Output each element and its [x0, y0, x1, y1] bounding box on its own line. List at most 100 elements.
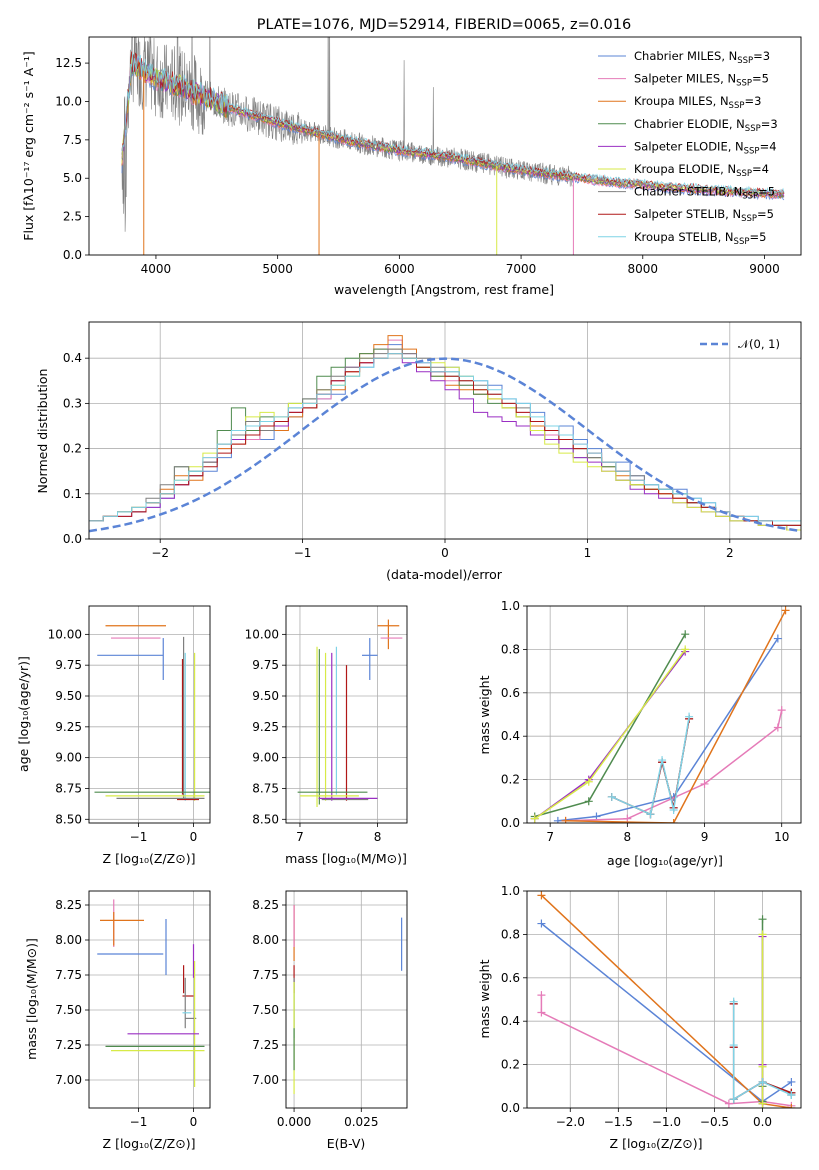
z-mass-xtick-label: 0 — [190, 1115, 198, 1129]
spectrum-ytick-label: 0.0 — [63, 248, 82, 262]
z-weight-ytick-label: 0.2 — [501, 1058, 520, 1072]
z-weight-xtick-label: −1.0 — [652, 1115, 681, 1129]
z-weight-panel: −2.0 −1.5 −1.0 −0.5 0.0 0.0 0.2 0.4 0.6 0.8 1.0 Z … — [477, 884, 802, 1151]
age-weight-panel: 7 8 9 10 0.0 0.2 0.4 0.6 0.8 1.0 age [log₁₀(age/y… — [477, 599, 802, 868]
age-weight-xlabel: age [log₁₀(age/yr)] — [607, 853, 723, 868]
legend-value: =3 — [761, 117, 778, 131]
spectrum-frame — [88, 36, 802, 256]
age-weight-marker — [781, 606, 790, 615]
spectrum-xtick-label: 9000 — [749, 262, 780, 276]
legend-value: =5 — [757, 207, 774, 221]
z-age-xlabel: Z [log₁₀(Z/Z⊙)] — [103, 851, 196, 866]
mass-age-xtick-label: 7 — [296, 830, 304, 844]
legend-subscript: SSP — [741, 214, 757, 224]
age-weight-xtick-label: 8 — [624, 830, 632, 844]
z-mass-ytick-label: 7.75 — [55, 968, 82, 982]
mass-age-panel: 7 8 8.50 8.75 9.00 9.25 9.50 9.75 10.00 mass [lo… — [245, 605, 408, 866]
z-mass-ytick-label: 7.00 — [55, 1073, 82, 1087]
ebv-mass-panel: 0.000 0.025 7.00 7.25 7.50 7.75 8.00 8.25 E(B-V… — [252, 890, 408, 1151]
z-weight-marker — [537, 991, 546, 1000]
age-weight-ytick-label: 0.8 — [501, 642, 520, 656]
ebv-mass-ytick-label: 8.25 — [252, 898, 279, 912]
legend-label-salpeter-miles: Salpeter MILES, NSSP=5 — [634, 72, 769, 89]
age-weight-marker — [777, 706, 786, 715]
ebv-mass-ytick-label: 7.00 — [252, 1073, 279, 1087]
age-weight-marker — [646, 810, 655, 819]
z-weight-ytick-label: 0.4 — [501, 1014, 520, 1028]
legend-label-chabrier-stelib: Chabrier STELIB, NSSP=5 — [634, 185, 775, 202]
mass-age-content — [297, 619, 403, 807]
z-mass-ytick-label: 8.25 — [55, 898, 82, 912]
residual-ytick-label: 0.3 — [63, 396, 82, 410]
residual-frame — [88, 321, 802, 540]
z-age-panel: −1 0 8.50 8.75 9.00 9.25 9.50 9.75 10.00 Z [log₁… — [16, 605, 211, 866]
z-mass-xtick-label: −1 — [130, 1115, 148, 1129]
z-mass-ytick-label: 7.25 — [55, 1038, 82, 1052]
z-mass-plot-area: −1 0 7.00 7.25 7.50 7.75 8.00 8.25 — [55, 890, 211, 1129]
legend-label-salpeter-stelib: Salpeter STELIB, NSSP=5 — [634, 207, 774, 224]
z-mass-frame — [88, 890, 211, 1109]
z-weight-ylabel: mass weight — [477, 959, 492, 1038]
ebv-mass-ytick-label: 7.75 — [252, 968, 279, 982]
z-weight-xtick-label: −1.5 — [604, 1115, 633, 1129]
z-weight-marker — [729, 1041, 738, 1050]
normal-legend-label: 𝒩(0, 1) — [738, 337, 780, 351]
age-weight-ytick-label: 1.0 — [501, 599, 520, 613]
legend-value: =5 — [752, 72, 769, 86]
legend-value: =5 — [749, 230, 766, 244]
mass-age-frame — [285, 605, 408, 824]
legend-value: =3 — [753, 49, 770, 63]
legend-label-kroupa-stelib: Kroupa STELIB, NSSP=5 — [634, 230, 766, 247]
legend-label-chabrier-elodie: Chabrier ELODIE, NSSP=3 — [634, 117, 778, 134]
age-weight-marker — [685, 712, 694, 721]
spectrum-panel: 4000 5000 6000 7000 8000 9000 0.0 2.5 5.0 7.5 10.0… — [21, 17, 802, 297]
residual-ytick-label: 0.4 — [63, 351, 82, 365]
spectrum-xtick-label: 7000 — [506, 262, 537, 276]
z-age-ytick-label: 8.75 — [55, 781, 82, 795]
age-weight-line-kroupa-miles — [565, 609, 787, 823]
z-mass-content — [97, 899, 205, 1087]
spectrum-legend: Chabrier MILES, NSSP=3 Salpeter MILES, NS… — [598, 49, 778, 247]
z-mass-ylabel: mass [log₁₀(M/M⊙)] — [24, 938, 39, 1060]
age-weight-marker — [773, 723, 782, 732]
residual-legend: 𝒩(0, 1) — [700, 337, 780, 351]
z-weight-ytick-label: 0.8 — [501, 927, 520, 941]
z-weight-frame — [526, 890, 802, 1109]
spectrum-ytick-label: 2.5 — [63, 210, 82, 224]
z-age-content — [94, 625, 210, 801]
age-weight-content — [530, 606, 790, 823]
ebv-mass-xtick-label: 0.025 — [344, 1115, 378, 1129]
ebv-mass-xlabel: E(B-V) — [327, 1136, 366, 1151]
age-weight-marker — [553, 816, 562, 823]
ebv-mass-ytick-label: 7.50 — [252, 1003, 279, 1017]
z-mass-grid — [89, 891, 210, 1108]
age-weight-marker — [607, 792, 616, 801]
z-weight-marker — [537, 891, 546, 900]
z-weight-xtick-label: −2.0 — [556, 1115, 585, 1129]
age-weight-marker — [669, 819, 678, 823]
legend-subscript: SSP — [742, 192, 758, 202]
z-age-frame — [88, 605, 211, 824]
mass-age-plot-area: 7 8 8.50 8.75 9.00 9.25 9.50 9.75 10.00 — [245, 605, 408, 844]
legend-subscript: SSP — [729, 101, 745, 111]
age-weight-marker — [658, 756, 667, 765]
z-age-ytick-label: 9.50 — [55, 689, 82, 703]
age-weight-marker — [584, 797, 593, 806]
age-weight-marker — [561, 816, 570, 823]
z-mass-panel: −1 0 7.00 7.25 7.50 7.75 8.00 8.25 Z [log₁₀(Z/Z… — [24, 890, 211, 1151]
legend-value: =3 — [744, 94, 761, 108]
age-weight-frame — [526, 605, 802, 824]
residual-plot-area: −2 −1 0 1 2 0.0 0.1 0.2 0.3 0.4 — [63, 321, 802, 560]
z-weight-marker — [537, 1008, 546, 1017]
age-weight-xtick-label: 10 — [774, 830, 789, 844]
mass-age-xlabel: mass [log₁₀(M/M⊙)] — [285, 851, 407, 866]
z-weight-ytick-label: 0.6 — [501, 971, 520, 985]
mass-age-ytick-label: 9.50 — [252, 689, 279, 703]
ebv-mass-frame — [285, 890, 408, 1109]
z-weight-marker — [758, 930, 767, 939]
legend-label-chabrier-miles: Chabrier MILES, NSSP=3 — [634, 49, 770, 66]
z-weight-marker — [758, 1077, 767, 1086]
z-age-ytick-label: 9.25 — [55, 720, 82, 734]
z-weight-marker — [537, 919, 546, 928]
model-spectrum-line — [121, 52, 785, 194]
